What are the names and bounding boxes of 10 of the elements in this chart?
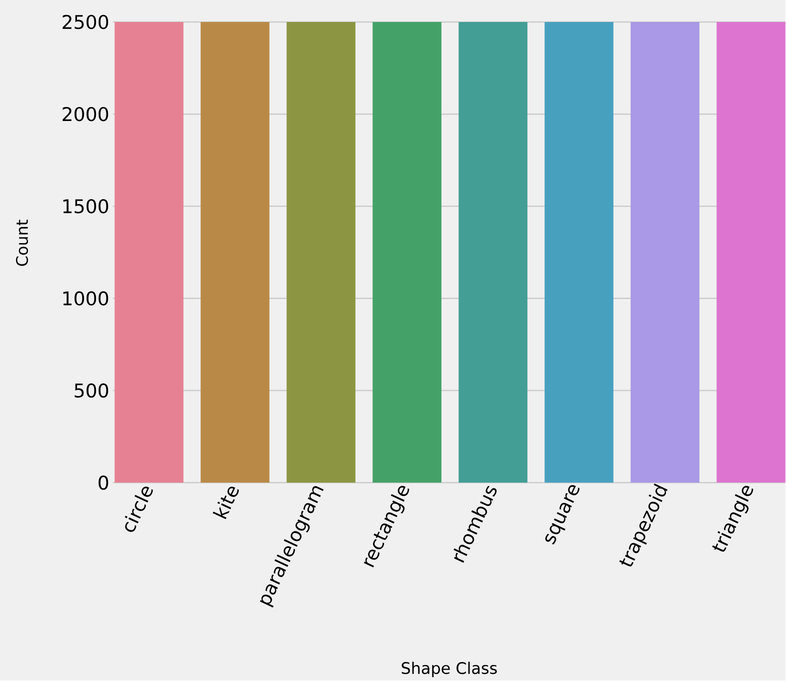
x-axis-title: Shape Class xyxy=(402,662,497,678)
y-tick-label: 1000 xyxy=(63,291,108,306)
y-axis-title: Count xyxy=(16,220,28,266)
y-tick-label: 2500 xyxy=(62,15,108,30)
x-tick-label: circle xyxy=(124,486,153,532)
y-tick-label: 1500 xyxy=(63,199,108,214)
x-tick-label: kite xyxy=(212,486,239,520)
y-tick-label: 500 xyxy=(74,384,108,398)
y-tick-label: 2000 xyxy=(62,107,108,122)
y-tick-label: 0 xyxy=(98,476,108,490)
